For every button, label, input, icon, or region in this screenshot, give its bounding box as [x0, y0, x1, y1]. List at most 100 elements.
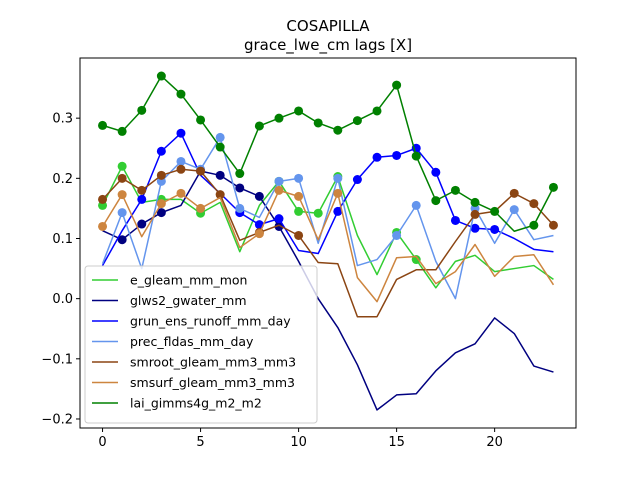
y-tick-label: 0.2 — [52, 172, 73, 187]
data-point — [235, 169, 245, 179]
data-point — [392, 150, 402, 160]
data-point — [137, 194, 147, 204]
data-point — [156, 71, 166, 81]
x-tick-label: 5 — [196, 435, 204, 450]
axes: 0 5 10 15 20 −0.2 −0.1 0.0 0.1 0.2 0.3 — [41, 112, 502, 450]
data-point — [215, 142, 225, 152]
data-point — [176, 188, 186, 198]
data-point — [137, 219, 147, 229]
data-point — [372, 152, 382, 162]
legend-label: grun_ens_runoff_mm_day — [130, 314, 291, 329]
data-point — [274, 113, 284, 123]
data-point — [117, 161, 127, 171]
legend-label: smroot_gleam_mm3_mm3 — [130, 355, 296, 370]
data-point — [156, 208, 166, 218]
data-point — [215, 132, 225, 142]
data-point — [294, 206, 304, 216]
y-tick-label: 0.1 — [52, 232, 73, 247]
data-point — [215, 190, 225, 200]
data-point — [490, 224, 500, 234]
data-point — [254, 191, 264, 201]
data-point — [117, 173, 127, 183]
data-point — [548, 182, 558, 192]
chart-title: COSAPILLA — [286, 17, 370, 35]
data-point — [117, 190, 127, 200]
data-point — [156, 170, 166, 180]
data-point — [470, 197, 480, 207]
legend-label: prec_fldas_mm_day — [130, 334, 254, 349]
data-point — [274, 176, 284, 186]
data-point — [176, 156, 186, 166]
data-point — [176, 164, 186, 174]
series-glws2_gwater_mm — [102, 166, 554, 411]
x-tick-label: 15 — [388, 435, 405, 450]
data-point — [333, 188, 343, 198]
data-point — [470, 209, 480, 219]
data-point — [450, 215, 460, 225]
data-point — [333, 206, 343, 216]
data-point — [196, 203, 206, 213]
x-tick-label: 20 — [486, 435, 503, 450]
data-point — [156, 199, 166, 209]
x-tick-label: 0 — [98, 435, 106, 450]
data-point — [313, 208, 323, 218]
data-point — [235, 203, 245, 213]
data-point — [117, 235, 127, 245]
data-point — [333, 173, 343, 183]
data-point — [117, 208, 127, 218]
legend-label: lai_gimms4g_m2_m2 — [130, 396, 262, 411]
data-point — [431, 167, 441, 177]
y-tick-label: 0.0 — [52, 292, 73, 307]
series-layer — [98, 71, 558, 411]
data-point — [548, 220, 558, 230]
legend: e_gleam_mm_mon glws2_gwater_mm grun_ens_ru… — [84, 265, 318, 424]
y-tick-label: −0.1 — [41, 352, 73, 367]
data-point — [392, 80, 402, 90]
series-line — [102, 170, 554, 411]
data-point — [294, 191, 304, 201]
data-point — [529, 199, 539, 209]
data-point — [529, 220, 539, 230]
data-point — [509, 205, 519, 215]
data-point — [98, 194, 108, 204]
data-point — [294, 173, 304, 183]
data-point — [333, 125, 343, 135]
data-point — [294, 230, 304, 240]
data-point — [411, 151, 421, 161]
data-point — [274, 221, 284, 231]
data-point — [450, 185, 460, 195]
data-point — [117, 126, 127, 136]
data-point — [176, 128, 186, 138]
series-lai_gimms4g_m2_m2 — [98, 71, 558, 233]
data-point — [98, 221, 108, 231]
data-point — [274, 214, 284, 224]
data-point — [313, 118, 323, 128]
legend-label: e_gleam_mm_mon — [130, 273, 247, 288]
data-point — [352, 116, 362, 126]
data-point — [352, 175, 362, 185]
series-line — [101, 165, 554, 289]
legend-label: smsurf_gleam_mm3_mm3 — [130, 375, 295, 390]
data-point — [392, 230, 402, 240]
data-point — [196, 115, 206, 125]
data-point — [470, 223, 480, 233]
data-point — [196, 166, 206, 176]
y-tick-label: 0.3 — [52, 112, 73, 127]
plot-frame — [79, 57, 577, 429]
data-point — [294, 106, 304, 116]
data-point — [137, 185, 147, 195]
data-point — [215, 170, 225, 180]
data-point — [235, 183, 245, 193]
data-point — [372, 106, 382, 116]
data-point — [411, 200, 421, 210]
data-point — [431, 196, 441, 206]
chart-subtitle: grace_lwe_cm lags [X] — [244, 36, 412, 55]
legend-label: glws2_gwater_mm — [130, 293, 247, 308]
x-tick-label: 10 — [290, 435, 307, 450]
data-point — [274, 185, 284, 195]
legend-box — [84, 265, 318, 424]
data-point — [254, 229, 264, 239]
data-point — [490, 206, 500, 216]
